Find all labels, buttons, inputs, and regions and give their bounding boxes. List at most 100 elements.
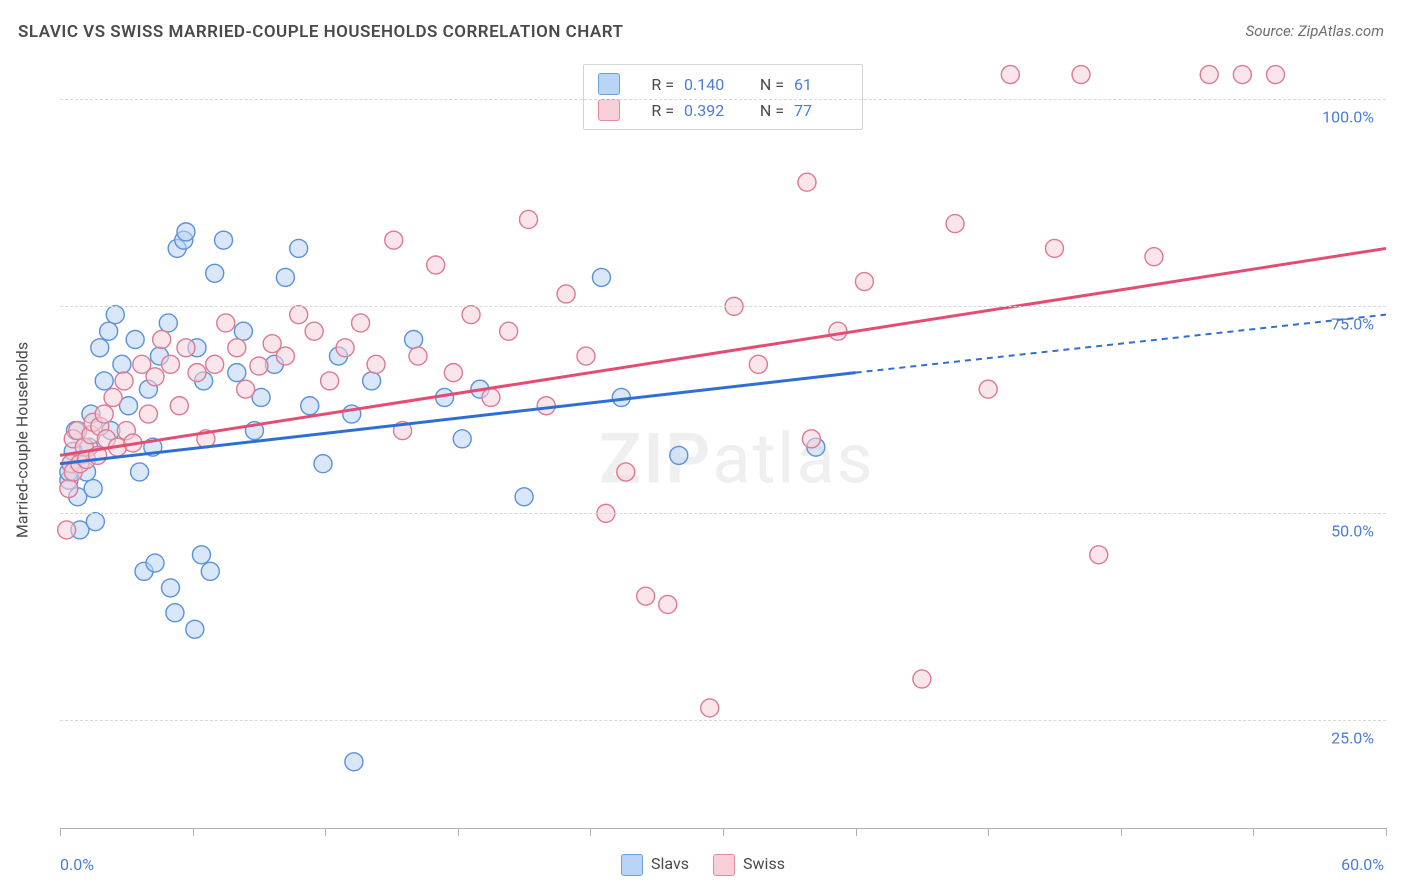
scatter-point <box>146 554 164 572</box>
scatter-point <box>131 463 149 481</box>
scatter-point <box>250 357 268 375</box>
x-axis-max-label: 60.0% <box>1341 855 1384 874</box>
trend-line-extension <box>856 315 1386 373</box>
scatter-point <box>617 463 635 481</box>
scatter-point <box>91 339 109 357</box>
y-tick-label: 100.0% <box>1322 108 1374 127</box>
scatter-point <box>301 397 319 415</box>
gridline <box>60 513 1386 514</box>
scatter-point <box>115 372 133 390</box>
trend-line <box>60 373 856 464</box>
legend-label: Slavs <box>651 854 689 873</box>
x-axis-min-label: 0.0% <box>60 855 94 874</box>
chart-title: SLAVIC VS SWISS MARRIED-COUPLE HOUSEHOLD… <box>18 22 624 42</box>
scatter-point <box>170 397 188 415</box>
scatter-point <box>427 256 445 274</box>
scatter-point <box>95 405 113 423</box>
scatter-point <box>159 314 177 332</box>
series-legend: Slavs Swiss <box>621 854 785 876</box>
x-tick <box>590 828 591 836</box>
scatter-point <box>637 587 655 605</box>
scatter-point <box>228 339 246 357</box>
y-axis-label: Married-couple Households <box>13 342 32 538</box>
scatter-point <box>106 306 124 324</box>
x-tick <box>723 828 724 836</box>
scatter-point <box>557 285 575 303</box>
legend-swatch <box>713 854 735 876</box>
scatter-point <box>345 753 363 771</box>
scatter-point <box>385 231 403 249</box>
y-tick-label: 75.0% <box>1331 315 1374 334</box>
scatter-point <box>206 264 224 282</box>
scatter-point <box>186 620 204 638</box>
scatter-point <box>537 397 555 415</box>
x-tick <box>193 828 194 836</box>
scatter-point <box>177 223 195 241</box>
scatter-point <box>290 239 308 257</box>
scatter-point <box>592 268 610 286</box>
scatter-point <box>500 322 518 340</box>
scatter-point <box>139 405 157 423</box>
scatter-point <box>162 579 180 597</box>
trend-line <box>60 248 1386 455</box>
scatter-point <box>234 322 252 340</box>
scatter-point <box>276 268 294 286</box>
y-tick-label: 25.0% <box>1331 729 1374 748</box>
gridline <box>60 99 1386 100</box>
scatter-point <box>237 380 255 398</box>
scatter-point <box>192 546 210 564</box>
scatter-point <box>290 306 308 324</box>
x-tick <box>1386 828 1387 836</box>
scatter-point <box>146 368 164 386</box>
scatter-point <box>659 595 677 613</box>
scatter-point <box>58 521 76 539</box>
scatter-point <box>1233 66 1251 84</box>
scatter-point <box>162 355 180 373</box>
scatter-svg <box>60 58 1386 828</box>
scatter-point <box>444 364 462 382</box>
gridline <box>60 720 1386 721</box>
x-tick <box>856 828 857 836</box>
scatter-point <box>515 488 533 506</box>
scatter-point <box>1267 66 1285 84</box>
x-tick <box>988 828 989 836</box>
legend-item: Swiss <box>713 854 785 876</box>
scatter-point <box>166 604 184 622</box>
scatter-point <box>367 355 385 373</box>
scatter-point <box>95 372 113 390</box>
scatter-point <box>104 388 122 406</box>
scatter-point <box>314 455 332 473</box>
gridline <box>60 306 1386 307</box>
scatter-point <box>913 670 931 688</box>
scatter-point <box>462 306 480 324</box>
x-tick <box>325 828 326 836</box>
scatter-point <box>177 339 195 357</box>
scatter-point <box>276 347 294 365</box>
scatter-point <box>453 430 471 448</box>
legend-label: Swiss <box>743 854 785 873</box>
scatter-point <box>520 210 538 228</box>
scatter-point <box>405 331 423 349</box>
scatter-point <box>1090 546 1108 564</box>
scatter-point <box>86 513 104 531</box>
scatter-point <box>829 322 847 340</box>
y-tick-label: 50.0% <box>1331 522 1374 541</box>
scatter-point <box>1200 66 1218 84</box>
scatter-point <box>701 699 719 717</box>
scatter-point <box>60 480 78 498</box>
scatter-point <box>409 347 427 365</box>
scatter-point <box>305 322 323 340</box>
scatter-point <box>946 215 964 233</box>
scatter-point <box>1145 248 1163 266</box>
scatter-point <box>228 364 246 382</box>
scatter-point <box>217 314 235 332</box>
scatter-point <box>215 231 233 249</box>
scatter-point <box>126 331 144 349</box>
x-tick <box>1253 828 1254 836</box>
scatter-point <box>321 372 339 390</box>
plot-area: ZIPatlas R =0.140N =61R =0.392N =77 25.0… <box>60 58 1386 829</box>
x-tick <box>60 828 61 836</box>
scatter-point <box>336 339 354 357</box>
source-attribution: Source: ZipAtlas.com <box>1246 22 1384 40</box>
scatter-point <box>1072 66 1090 84</box>
